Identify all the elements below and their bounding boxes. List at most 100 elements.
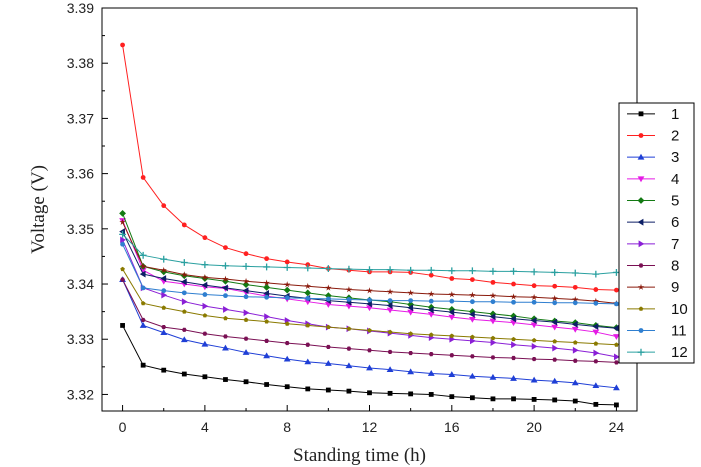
data-point [325,344,331,350]
data-point [140,362,146,368]
data-point [428,392,434,397]
data-point [427,266,435,274]
data-point [345,362,353,369]
data-point [469,337,476,345]
data-point [366,364,373,371]
data-point [552,300,558,306]
data-point [469,277,475,283]
legend-marker [638,133,644,138]
data-point [222,284,228,292]
legend-item: 7 [627,236,679,253]
data-point [510,312,517,320]
legend-label: 5 [671,193,679,210]
data-point [243,309,250,317]
data-point [222,275,229,282]
legend-label: 9 [671,279,679,296]
data-point [449,394,455,400]
data-point [428,352,434,357]
legend-marker [638,111,644,117]
data-point [326,324,331,330]
data-point [427,370,435,376]
data-point [325,387,331,393]
data-point [284,341,290,346]
data-point [387,329,393,334]
data-point [386,288,394,295]
data-point [408,298,414,303]
data-point [469,291,476,298]
data-point [531,283,537,289]
data-point [304,282,312,289]
y-tick-label: 3.37 [67,110,94,126]
data-point [531,397,537,402]
data-point [202,235,208,241]
data-point [510,375,517,381]
data-point [592,382,600,389]
data-point [614,402,619,408]
data-point [223,293,228,299]
data-point [531,357,537,362]
data-point [346,388,352,394]
series-10 [120,266,619,347]
data-point [387,390,393,396]
data-point [530,293,538,301]
legend-marker [637,176,645,183]
data-point [264,338,270,343]
data-point [511,355,516,361]
x-tick-label: 16 [444,419,460,435]
series-11 [120,241,619,307]
data-point [222,262,229,270]
data-point [571,320,578,328]
data-point [572,340,578,345]
data-point [120,266,125,272]
legend-label: 2 [671,128,679,145]
data-point [613,384,620,391]
data-point [551,294,558,302]
legend-item: 6 [627,214,679,231]
data-point [531,337,537,343]
data-point [120,42,125,48]
data-point [511,336,516,342]
data-point [366,266,373,274]
x-tick-label: 4 [201,419,209,435]
legend-label: 10 [671,301,688,318]
data-point [469,395,475,401]
data-point [428,272,434,278]
y-tick-label: 3.35 [67,221,94,237]
data-point [571,326,579,333]
series-line-3 [122,279,617,389]
data-point [571,269,579,277]
legend-marker [638,328,644,333]
data-point [161,367,167,373]
data-point [387,349,393,355]
legend-label: 1 [671,106,679,123]
legend-marker [638,306,644,311]
data-point [448,314,456,321]
data-point [448,371,456,377]
data-point [530,376,538,383]
data-point [510,315,516,323]
data-point [614,301,619,307]
data-point [324,360,332,366]
data-point [511,281,516,287]
data-point [346,297,352,302]
data-point [407,266,415,274]
data-point [181,222,187,228]
data-point [593,341,599,346]
data-point [160,266,167,273]
legend-marker [637,153,645,160]
data-point [468,372,476,379]
data-point [427,303,435,311]
data-point [304,264,312,272]
data-point [593,359,599,364]
data-point [119,218,126,225]
data-point [346,346,352,351]
data-point [119,230,126,238]
data-point [449,276,455,281]
data-point [571,379,579,386]
data-point [614,353,620,361]
data-point [305,386,311,392]
data-point [386,307,394,314]
data-point [593,287,599,292]
data-point [181,271,188,278]
